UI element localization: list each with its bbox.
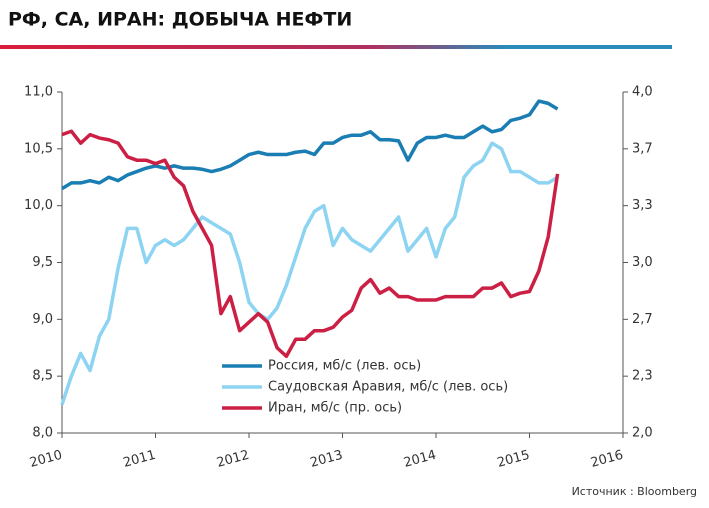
y-tick-label: 10,0: [24, 198, 53, 213]
y2-tick-label: 3,7: [632, 141, 653, 156]
x-tick-label: 2013: [309, 448, 345, 471]
y2-tick-label: 3,3: [632, 198, 653, 213]
y2-tick-label: 4,0: [632, 85, 653, 100]
y-tick-label: 8,0: [32, 426, 53, 441]
y2-tick-label: 2,3: [632, 369, 653, 384]
y2-tick-label: 2,0: [632, 426, 653, 441]
x-tick-label: 2014: [402, 448, 438, 471]
y-tick-label: 9,0: [32, 312, 53, 327]
legend-label: Россия, мб/с (лев. ось): [268, 359, 421, 374]
x-tick-label: 2015: [496, 448, 532, 471]
x-tick-label: 2011: [122, 448, 158, 471]
source: Источник : Bloomberg: [572, 485, 697, 498]
legend-label: Саудовская Аравия, мб/с (лев. ось): [268, 380, 508, 395]
y2-tick-label: 3,0: [632, 255, 653, 270]
title-rule: [0, 45, 672, 49]
y-tick-label: 8,5: [32, 369, 53, 384]
series-line: [60, 141, 559, 406]
series-line: [61, 99, 559, 191]
y-tick-label: 9,5: [32, 255, 53, 270]
legend-label: Иран, мб/с (пр. ось): [268, 401, 402, 416]
x-tick-label: 2012: [215, 448, 251, 471]
series-line: [61, 129, 560, 359]
y-tick-label: 11,0: [24, 85, 53, 100]
x-tick-label: 2010: [28, 448, 64, 471]
chart-title: РФ, СА, ИРАН: ДОБЫЧА НЕФТИ: [8, 9, 352, 31]
y-tick-label: 10,5: [24, 141, 53, 156]
y2-tick-label: 2,7: [632, 312, 653, 327]
x-tick-label: 2016: [589, 448, 625, 471]
